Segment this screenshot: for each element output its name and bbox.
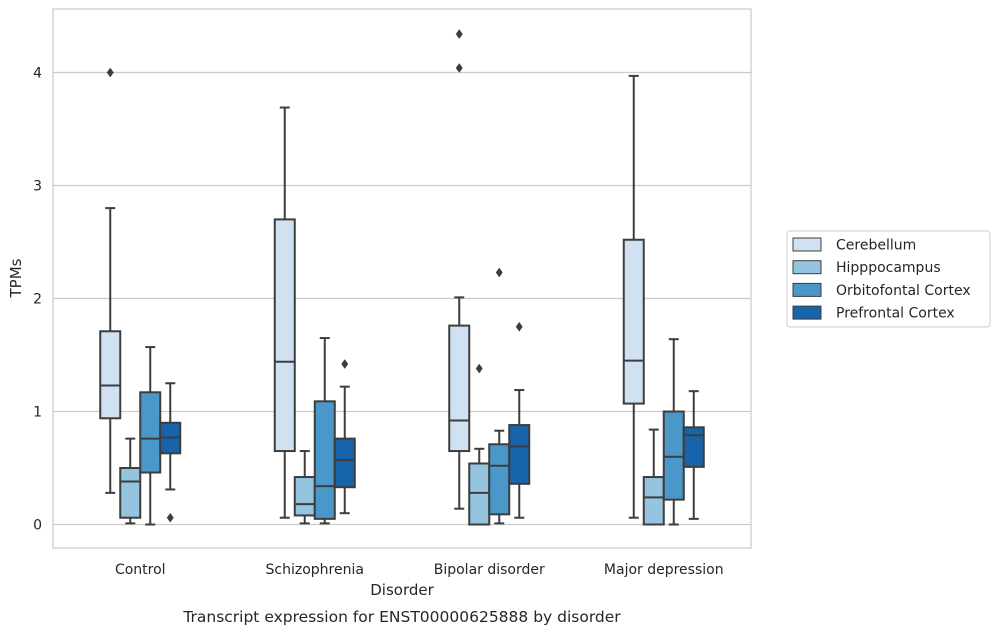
y-tick-label: 4	[33, 66, 42, 82]
x-tick-label: Control	[115, 562, 166, 578]
y-tick-label: 1	[33, 405, 42, 421]
box-iqr	[293, 476, 316, 517]
box-iqr	[313, 400, 336, 520]
legend-swatch	[792, 305, 822, 320]
box-iqr	[99, 330, 122, 420]
legend-frame	[786, 230, 991, 328]
x-tick-label: Major depression	[604, 562, 724, 578]
legend-swatch	[792, 260, 822, 275]
outlier-point	[495, 267, 503, 278]
box-iqr	[642, 476, 665, 526]
y-tick-label: 2	[33, 292, 42, 308]
box-iqr	[119, 467, 142, 519]
box-group	[313, 337, 336, 525]
chart-caption: Transcript expression for ENST0000062588…	[182, 608, 621, 626]
box-iqr	[662, 410, 685, 501]
box-group	[642, 428, 665, 526]
x-tick-label: Bipolar disorder	[434, 562, 545, 578]
legend-label: Hipppocampus	[836, 260, 941, 276]
legend-label: Orbitofontal Cortex	[836, 283, 971, 299]
outlier-point	[515, 321, 523, 332]
box-iqr	[682, 426, 705, 468]
box-iqr	[468, 462, 491, 526]
box-group	[159, 382, 182, 523]
box-iqr	[139, 391, 162, 474]
box-group	[293, 450, 316, 525]
legend-swatch	[792, 237, 822, 252]
box-group	[333, 359, 356, 515]
box-group	[682, 390, 705, 520]
outlier-point	[166, 512, 174, 523]
box-group	[622, 74, 645, 519]
y-axis-label: TPMs	[7, 258, 25, 298]
box-group	[488, 267, 511, 525]
box-iqr	[622, 238, 645, 405]
x-axis-label: Disorder	[370, 581, 434, 599]
box-group	[448, 29, 471, 510]
x-tick-label: Schizophrenia	[266, 562, 364, 578]
y-tick-label: 3	[33, 179, 42, 195]
outlier-point	[455, 63, 463, 73]
box-group	[119, 437, 142, 525]
boxes	[99, 29, 705, 526]
box-group	[139, 346, 162, 526]
box-group	[662, 338, 685, 526]
box-iqr	[508, 424, 531, 485]
box-iqr	[488, 443, 511, 516]
legend-swatch	[792, 282, 822, 297]
x-axis-ticks: Control Schizophrenia Bipolar disorder Majo…	[115, 562, 724, 578]
outlier-point	[475, 363, 483, 374]
legend: Cerebellum Hipppocampus Orbitofontal Corte…	[786, 230, 991, 328]
legend-label: Cerebellum	[836, 238, 916, 254]
outlier-point	[455, 29, 463, 40]
outlier-point	[106, 67, 114, 78]
legend-label: Prefrontal Cortex	[836, 306, 955, 322]
outlier-point	[341, 359, 349, 369]
box-group	[508, 321, 531, 519]
box-iqr	[273, 218, 296, 453]
box-iqr	[448, 324, 471, 453]
y-tick-label: 0	[33, 518, 42, 534]
y-axis-ticks: 0 1 2 3 4	[33, 66, 42, 534]
plot-area	[52, 8, 752, 549]
box-group	[273, 106, 296, 519]
box-iqr	[333, 437, 356, 489]
box-group	[99, 67, 122, 494]
box-group	[468, 363, 491, 526]
